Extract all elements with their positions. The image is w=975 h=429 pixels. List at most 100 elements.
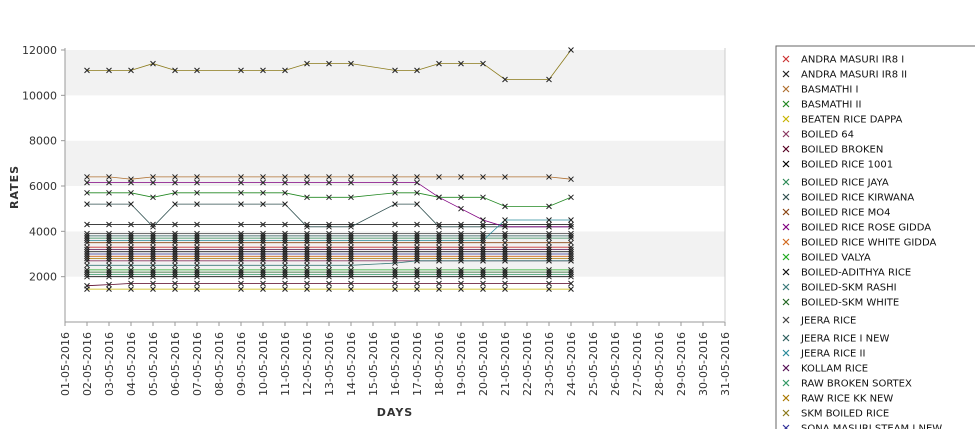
- data-point: [282, 255, 288, 262]
- legend-marker: [782, 55, 790, 63]
- data-point: [282, 67, 288, 74]
- legend-marker: [782, 379, 790, 387]
- data-point: [194, 230, 200, 237]
- data-point: [282, 201, 288, 207]
- legend-marker: [782, 409, 790, 417]
- grid-band: [65, 95, 725, 141]
- data-point: [150, 221, 156, 228]
- data-point: [458, 223, 464, 230]
- y-tick-label: 2000: [29, 271, 57, 284]
- data-point: [238, 235, 244, 241]
- data-point: [282, 235, 288, 241]
- data-point: [348, 286, 354, 292]
- data-point: [150, 179, 156, 186]
- legend-entry: SKM BOILED RICE: [801, 409, 889, 420]
- x-axis-title: DAYS: [377, 406, 413, 419]
- data-point: [414, 230, 420, 237]
- legend-marker: [782, 253, 790, 261]
- data-point: [238, 174, 244, 180]
- x-tick-label: 13-05-2016: [323, 332, 336, 396]
- legend-marker: [782, 178, 790, 186]
- data-point: [392, 267, 398, 273]
- data-point: [304, 221, 310, 228]
- data-point: [128, 179, 134, 186]
- data-point: [502, 230, 508, 237]
- data-point: [458, 174, 464, 180]
- y-tick-label: 12000: [22, 44, 57, 57]
- legend-entry: BOILED RICE MO4: [801, 208, 891, 219]
- data-point: [238, 267, 244, 273]
- data-point: [128, 237, 134, 244]
- data-point: [392, 179, 398, 186]
- data-point: [238, 246, 244, 253]
- data-point: [546, 217, 552, 223]
- data-point: [194, 267, 200, 273]
- data-point: [348, 248, 354, 255]
- data-point: [172, 273, 178, 280]
- data-point: [150, 286, 156, 292]
- data-point: [348, 253, 354, 260]
- x-tick-label: 28-05-2016: [653, 332, 666, 396]
- data-point: [150, 235, 156, 241]
- data-point: [568, 221, 574, 228]
- data-point: [436, 255, 442, 262]
- data-point: [128, 253, 134, 260]
- data-point: [260, 257, 266, 264]
- data-point: [458, 233, 464, 239]
- x-tick-label: 11-05-2016: [279, 332, 292, 396]
- data-point: [128, 230, 134, 237]
- data-point: [238, 251, 244, 257]
- data-point: [568, 271, 574, 278]
- data-point: [436, 174, 442, 180]
- data-point: [106, 267, 112, 273]
- data-point: [348, 230, 354, 237]
- data-point: [304, 194, 310, 201]
- data-point: [392, 239, 398, 246]
- x-tick-label: 03-05-2016: [103, 332, 116, 396]
- data-point: [260, 267, 266, 273]
- data-point: [568, 269, 574, 275]
- y-tick-label: 8000: [29, 135, 57, 148]
- data-point: [568, 194, 574, 201]
- data-point: [436, 233, 442, 239]
- x-tick-label: 21-05-2016: [499, 332, 512, 396]
- data-point: [150, 273, 156, 280]
- data-point: [568, 251, 574, 257]
- data-point: [546, 280, 552, 287]
- series-line: [87, 176, 572, 180]
- data-point: [348, 194, 354, 201]
- legend-entry: BASMATHI I: [801, 85, 858, 96]
- data-point: [84, 282, 90, 289]
- data-point: [106, 174, 112, 180]
- data-point: [436, 246, 442, 253]
- data-point: [84, 248, 90, 255]
- data-point: [414, 237, 420, 244]
- data-point: [260, 239, 266, 246]
- data-point: [194, 237, 200, 244]
- data-point: [502, 280, 508, 287]
- data-point: [304, 246, 310, 253]
- data-point: [392, 244, 398, 251]
- legend-entry: BOILED-ADITHYA RICE: [801, 268, 911, 279]
- data-point: [150, 239, 156, 246]
- data-point: [238, 233, 244, 239]
- x-tick-label: 06-05-2016: [169, 332, 182, 396]
- data-point: [480, 237, 486, 244]
- x-tick-label: 08-05-2016: [213, 332, 226, 396]
- y-axis-ticks: 2000 4000 6000 8000 10000 12000: [22, 44, 65, 284]
- data-point: [84, 244, 90, 251]
- data-point: [84, 269, 90, 275]
- data-point: [568, 223, 574, 230]
- data-point: [84, 255, 90, 262]
- data-point: [304, 244, 310, 251]
- data-point: [106, 179, 112, 186]
- data-point: [238, 221, 244, 228]
- data-point: [392, 286, 398, 292]
- data-point: [480, 286, 486, 292]
- data-point: [348, 246, 354, 253]
- data-point: [304, 230, 310, 237]
- data-point: [546, 253, 552, 260]
- data-point: [106, 237, 112, 244]
- data-point: [326, 257, 332, 264]
- x-tick-label: 30-05-2016: [697, 332, 710, 396]
